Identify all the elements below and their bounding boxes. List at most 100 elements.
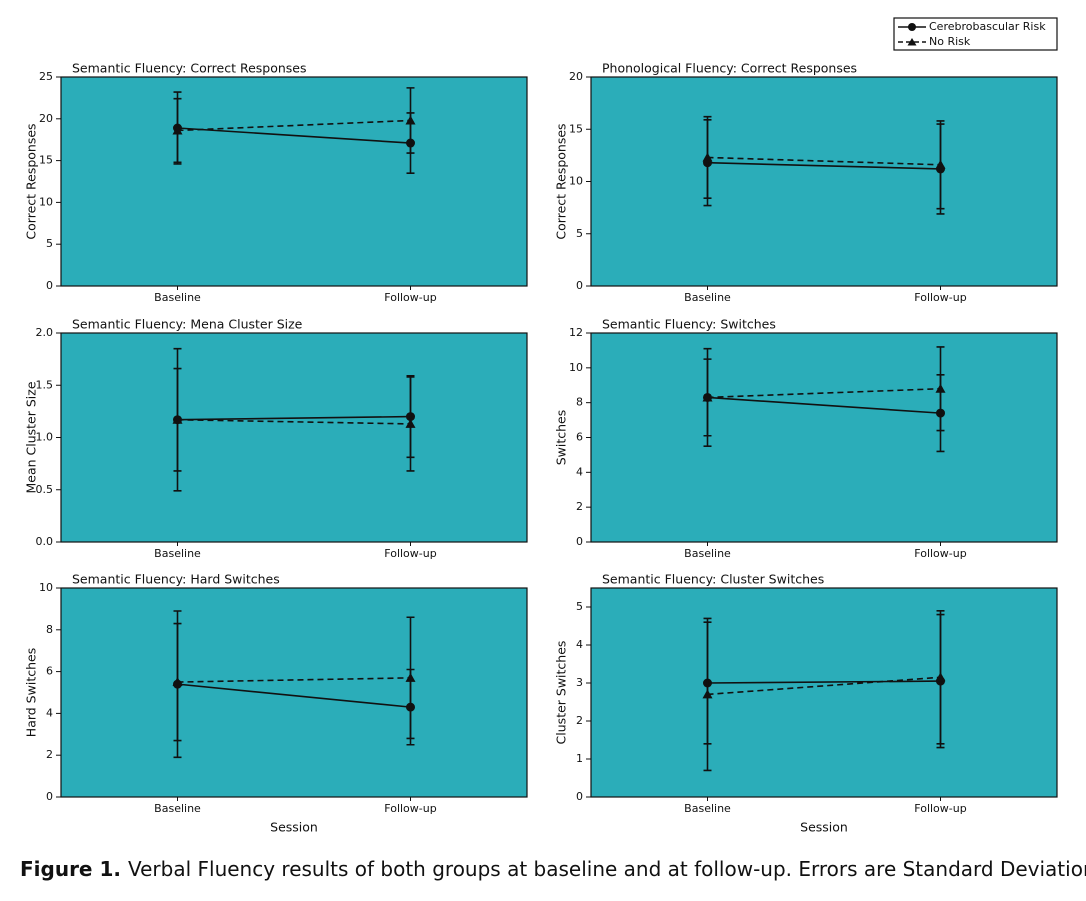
plot-area: [590, 332, 1058, 543]
panel-title: Semantic Fluency: Correct Responses: [72, 61, 307, 76]
panel: Semantic Fluency: Correct Responses Corre…: [24, 61, 528, 304]
y-tick-label: 5: [46, 237, 53, 250]
y-tick-label: 0: [576, 279, 583, 292]
y-tick-label: 5: [576, 600, 583, 613]
y-axis-label: Mean Cluster Size: [24, 381, 39, 493]
y-tick-label: 10: [569, 175, 583, 188]
y-tick-label: 0.5: [36, 483, 54, 496]
point: [405, 672, 416, 682]
x-axis-label: Session: [270, 820, 318, 835]
y-tick-label: 6: [46, 665, 53, 678]
y-tick-label: 0: [46, 790, 53, 803]
plot-area: [60, 76, 528, 287]
caption: Figure 1. Verbal Fluency results of both …: [20, 857, 1086, 881]
x-tick-label: Baseline: [154, 291, 201, 304]
x-tick-label: Baseline: [684, 802, 731, 815]
x-tick-label: Baseline: [154, 802, 201, 815]
y-tick-label: 12: [569, 326, 583, 339]
x-tick-label: Follow-up: [384, 802, 436, 815]
panel: Semantic Fluency: Hard Switches Hard Swit…: [24, 572, 528, 835]
series-line: [707, 161, 941, 170]
y-tick-label: 2: [576, 714, 583, 727]
legend-label: Cerebrobascular Risk: [929, 20, 1046, 33]
x-tick-label: Baseline: [684, 291, 731, 304]
series-line: [177, 418, 411, 425]
y-tick-label: 10: [39, 581, 53, 594]
y-tick-label: 2: [46, 748, 53, 761]
y-tick-label: 0: [576, 790, 583, 803]
y-tick-label: 8: [46, 623, 53, 636]
y-tick-label: 15: [39, 154, 53, 167]
y-tick-label: 4: [46, 706, 53, 719]
y-tick-label: 10: [569, 361, 583, 374]
series-line: [177, 415, 411, 421]
panel: Phonological Fluency: Correct Responses C…: [554, 61, 1058, 304]
y-tick-label: 6: [576, 431, 583, 444]
point: [172, 414, 183, 424]
y-tick-label: 3: [576, 676, 583, 689]
x-tick-label: Follow-up: [914, 802, 966, 815]
series-line: [707, 680, 941, 684]
y-tick-label: 1.0: [36, 431, 54, 444]
point: [702, 392, 713, 402]
y-tick-label: 20: [569, 70, 583, 83]
plot-area: [590, 76, 1058, 287]
y-tick-label: 0.0: [36, 535, 54, 548]
y-axis-label: Hard Switches: [24, 648, 39, 737]
legend-marker: [907, 38, 917, 46]
caption-label: Figure 1.: [20, 857, 121, 881]
panel-title: Semantic Fluency: Switches: [602, 317, 776, 332]
series-line: [707, 156, 941, 166]
x-tick-label: Baseline: [684, 547, 731, 560]
legend: Cerebrobascular Risk No Risk: [893, 17, 1058, 51]
plot-area: [60, 587, 528, 798]
panel: Semantic Fluency: Switches Switches 0 2 4 6 8 1…: [554, 317, 1058, 560]
y-tick-label: 15: [569, 122, 583, 135]
y-tick-label: 20: [39, 112, 53, 125]
y-tick-label: 4: [576, 638, 583, 651]
plot-area: [590, 587, 1058, 798]
y-axis-label: Cluster Switches: [554, 641, 569, 745]
point: [405, 115, 416, 125]
panel: Semantic Fluency: Mena Cluster Size Mean …: [24, 317, 528, 560]
x-axis-label: Session: [800, 820, 848, 835]
panel-title: Phonological Fluency: Correct Responses: [602, 61, 857, 76]
y-tick-label: 0: [576, 535, 583, 548]
series-line: [177, 127, 411, 144]
legend-label: No Risk: [929, 35, 971, 48]
point: [172, 677, 183, 687]
y-tick-label: 1.5: [36, 378, 54, 391]
point: [702, 689, 713, 699]
point: [172, 125, 183, 135]
legend-box: [893, 17, 1058, 51]
x-tick-label: Follow-up: [384, 291, 436, 304]
x-tick-label: Baseline: [154, 547, 201, 560]
plot-area: [60, 332, 528, 543]
y-tick-label: 2: [576, 500, 583, 513]
caption-text: Verbal Fluency results of both groups at…: [128, 857, 1086, 881]
x-tick-label: Follow-up: [914, 547, 966, 560]
series-line: [177, 119, 411, 132]
series-line: [707, 387, 941, 399]
series-line: [177, 683, 411, 708]
point: [935, 383, 946, 393]
y-tick-label: 25: [39, 70, 53, 83]
x-tick-label: Follow-up: [384, 547, 436, 560]
y-tick-label: 4: [576, 465, 583, 478]
panel-title: Semantic Fluency: Cluster Switches: [602, 572, 824, 587]
point: [405, 418, 416, 428]
y-tick-label: 8: [576, 396, 583, 409]
point: [702, 152, 713, 162]
series-line: [707, 396, 941, 414]
panel-title: Semantic Fluency: Hard Switches: [72, 572, 280, 587]
y-tick-label: 10: [39, 195, 53, 208]
y-tick-label: 1: [576, 752, 583, 765]
series-line: [707, 676, 941, 696]
y-tick-label: 2.0: [36, 326, 54, 339]
panel: Semantic Fluency: Cluster Switches Cluste…: [554, 572, 1058, 835]
series-line: [177, 677, 411, 683]
y-axis-label: Correct Responses: [24, 123, 39, 239]
legend-marker: [908, 23, 916, 31]
y-tick-label: 5: [576, 227, 583, 240]
x-tick-label: Follow-up: [914, 291, 966, 304]
